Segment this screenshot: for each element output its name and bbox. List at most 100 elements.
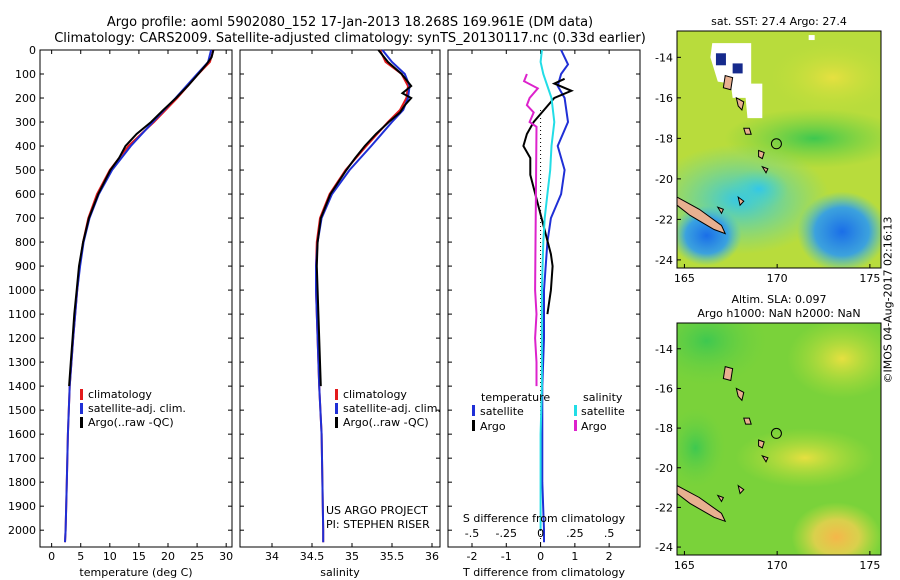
map-y-tick-label: -16 bbox=[655, 382, 673, 395]
map-y-tick-label: -20 bbox=[655, 173, 673, 186]
map-y-tick-label: -14 bbox=[655, 343, 673, 356]
map-y-tick-label: -16 bbox=[655, 92, 673, 105]
title-line-2: Climatology: CARS2009. Satellite-adjuste… bbox=[54, 31, 646, 46]
island-new-caledonia bbox=[677, 485, 727, 523]
x-tick-label: 5 bbox=[77, 550, 84, 563]
legend-swatch bbox=[574, 405, 577, 416]
map-y-tick-label: -14 bbox=[655, 51, 673, 64]
map-title: Altim. SLA: 0.097 bbox=[731, 293, 826, 306]
map-panel-sla-map bbox=[676, 322, 882, 556]
legend-label: Argo bbox=[480, 420, 506, 433]
island-efate bbox=[743, 127, 752, 135]
profile-panel-salinity bbox=[239, 49, 441, 548]
map-y-tick-label: -18 bbox=[655, 132, 673, 145]
map-y-tick-label: -24 bbox=[655, 541, 673, 554]
high-band bbox=[734, 427, 875, 488]
map-field bbox=[677, 323, 881, 555]
y-tick-label: 1700 bbox=[8, 452, 36, 465]
y-tick-label: 1400 bbox=[8, 380, 36, 393]
map-x-tick-label: 175 bbox=[859, 272, 880, 285]
legend-heading-salinity: salinity bbox=[583, 391, 623, 404]
series-line-s-argo bbox=[522, 73, 540, 387]
map-frame bbox=[676, 30, 882, 269]
x-tick-label: 0 bbox=[48, 550, 55, 563]
low-region bbox=[677, 323, 767, 386]
cold-region-east bbox=[797, 191, 881, 268]
legend-swatch bbox=[80, 389, 83, 400]
map-subtitle: Argo h1000: NaN h2000: NaN bbox=[697, 307, 860, 320]
project-pi: PI: STEPHEN RISER bbox=[326, 518, 430, 531]
map-y-tick-label: -18 bbox=[655, 422, 673, 435]
x-tick-label: 20 bbox=[161, 550, 175, 563]
y-tick-label: 1800 bbox=[8, 476, 36, 489]
y-tick-label: 100 bbox=[15, 68, 36, 81]
island-efate bbox=[743, 417, 752, 425]
argo-position-marker bbox=[770, 138, 782, 150]
y-tick-label: 1900 bbox=[8, 500, 36, 513]
legend-label: Argo(..raw -QC) bbox=[343, 416, 429, 429]
legend-swatch bbox=[472, 420, 475, 431]
profile-panel-differences bbox=[447, 49, 641, 548]
x-axis-label: T difference from climatology bbox=[462, 566, 625, 579]
x2-tick-label: .25 bbox=[566, 527, 584, 540]
map-y-tick-label: -22 bbox=[655, 501, 673, 514]
missing-data-patch bbox=[732, 63, 743, 74]
series-line-argo bbox=[68, 49, 215, 387]
x-tick-label: -1 bbox=[501, 550, 512, 563]
map-y-tick-label: -24 bbox=[655, 254, 673, 267]
y-tick-label: 2000 bbox=[8, 524, 36, 537]
island-new-caledonia bbox=[677, 196, 727, 235]
x2-tick-label: -.25 bbox=[496, 527, 517, 540]
y-tick-label: 300 bbox=[15, 116, 36, 129]
cloud-speck bbox=[808, 35, 815, 41]
imos-credit: ©IMOS 04-Aug-2017 02:16:13 bbox=[881, 216, 895, 384]
x-tick-label: 30 bbox=[219, 550, 233, 563]
profile-panel-temperature bbox=[39, 49, 233, 548]
legend-label: climatology bbox=[88, 388, 152, 401]
x-tick-label: 1 bbox=[571, 550, 578, 563]
x-tick-label: 2 bbox=[606, 550, 613, 563]
island-tanna bbox=[761, 165, 769, 174]
low-patch bbox=[677, 407, 726, 488]
map-field bbox=[677, 31, 881, 268]
y-tick-label: 1000 bbox=[8, 284, 36, 297]
series-line-s-satellite bbox=[539, 49, 556, 531]
project-name: US ARGO PROJECT bbox=[326, 504, 428, 517]
missing-data-patch bbox=[715, 53, 726, 66]
x2-tick-label: .5 bbox=[604, 527, 615, 540]
map-x-tick-label: 175 bbox=[859, 559, 880, 572]
x-axis-label: salinity bbox=[320, 566, 360, 579]
legend-swatch bbox=[574, 420, 577, 431]
plot-frame bbox=[239, 49, 441, 548]
x-tick-label: 35.5 bbox=[380, 550, 405, 563]
y-tick-label: 0 bbox=[29, 44, 36, 57]
map-y-tick-label: -22 bbox=[655, 213, 673, 226]
legend-swatch bbox=[335, 403, 338, 414]
x-tick-label: 0 bbox=[537, 550, 544, 563]
island-tanna bbox=[761, 454, 769, 463]
x-tick-label: 25 bbox=[190, 550, 204, 563]
legend-swatch bbox=[80, 417, 83, 428]
warm-region bbox=[762, 37, 881, 118]
y-tick-label: 1500 bbox=[8, 404, 36, 417]
y-tick-label: 500 bbox=[15, 164, 36, 177]
map-x-tick-label: 170 bbox=[767, 272, 788, 285]
island-mare bbox=[716, 494, 725, 503]
y-tick-label: 1200 bbox=[8, 332, 36, 345]
island-mare bbox=[716, 206, 725, 215]
peak-region bbox=[791, 502, 881, 555]
island-erromango bbox=[758, 439, 765, 449]
y-tick-label: 700 bbox=[15, 212, 36, 225]
map-frame bbox=[676, 322, 882, 556]
map-title: sat. SST: 27.4 Argo: 27.4 bbox=[711, 15, 847, 28]
legend-swatch bbox=[335, 389, 338, 400]
title-line-1: Argo profile: aoml 5902080_152 17-Jan-20… bbox=[106, 15, 594, 30]
y-tick-label: 1300 bbox=[8, 356, 36, 369]
island-malakula bbox=[735, 387, 745, 402]
legend-label: satellite-adj. clim. bbox=[88, 402, 186, 415]
legend-label: satellite bbox=[581, 405, 625, 418]
island-espiritu-santo bbox=[722, 74, 734, 91]
legend-label: climatology bbox=[343, 388, 407, 401]
island-espiritu-santo bbox=[722, 365, 734, 382]
x-tick-label: 36 bbox=[425, 550, 439, 563]
